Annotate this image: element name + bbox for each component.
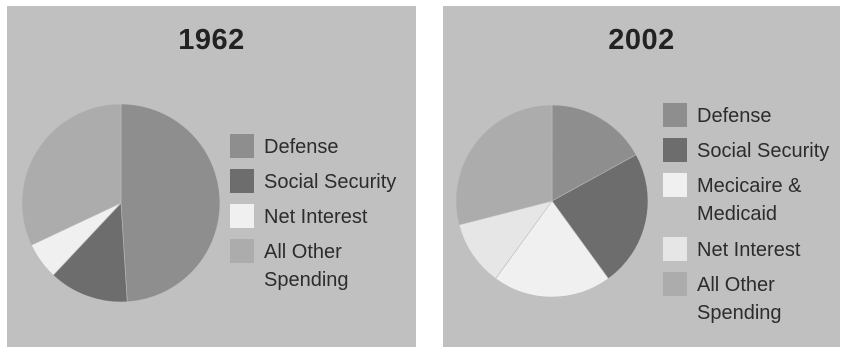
legend-label: Defense xyxy=(264,133,339,161)
chart-panel-1962: 1962 Defense Social Security Net Interest A… xyxy=(7,6,416,347)
chart-title: 1962 xyxy=(178,24,245,56)
legend-label: All Other Spending xyxy=(697,271,782,327)
chart-title: 2002 xyxy=(608,24,675,56)
legend-label-line: Medicaid xyxy=(697,203,778,225)
legend-label: Net Interest xyxy=(697,236,800,264)
legend-label-line: Mecicaire & xyxy=(697,175,802,197)
pie-slice-medicare-medicaid xyxy=(495,200,609,298)
legend-label: Defense xyxy=(697,102,772,130)
pie-slice-all-other-spending xyxy=(455,104,553,226)
legend-label-line: Defense xyxy=(264,136,339,158)
pie-slice-net-interest xyxy=(458,200,553,280)
pie-chart xyxy=(455,104,649,298)
legend-label-line: Spending xyxy=(264,269,349,291)
legend-swatch xyxy=(230,204,254,228)
legend-label-line: Net Interest xyxy=(697,239,801,261)
legend-label-line: Spending xyxy=(697,302,782,324)
legend-swatch xyxy=(230,239,254,263)
chart-panel-2002: 2002 Defense Social Security Mecicaire & Me… xyxy=(443,6,840,347)
legend-swatch xyxy=(663,272,687,296)
pie-chart xyxy=(21,103,221,303)
legend-label: Mecicaire & Medicaid xyxy=(697,172,801,228)
legend-label-line: Social Security xyxy=(697,140,830,162)
pie-slice-defense xyxy=(120,103,221,303)
legend-label-line: Defense xyxy=(697,105,772,127)
legend-label-line: Net Interest xyxy=(264,206,368,228)
legend-label: Social Security xyxy=(264,168,396,196)
legend-swatch xyxy=(663,138,687,162)
pie-slice-all-other-spending xyxy=(21,103,122,246)
legend-swatch xyxy=(230,169,254,193)
legend-label: Net Interest xyxy=(264,203,367,231)
legend-label: Social Security xyxy=(697,137,829,165)
legend-label-line: All Other xyxy=(697,274,775,296)
pie-slice-social-security xyxy=(52,202,128,303)
legend-swatch xyxy=(663,237,687,261)
legend-label-line: Social Security xyxy=(264,171,397,193)
legend-swatch xyxy=(230,134,254,158)
pie-slice-social-security xyxy=(551,154,649,280)
legend-swatch xyxy=(663,173,687,197)
legend-swatch xyxy=(663,103,687,127)
pie-slice-defense xyxy=(551,104,637,202)
legend-label-line: All Other xyxy=(264,241,342,263)
legend-label: All Other Spending xyxy=(264,238,349,294)
